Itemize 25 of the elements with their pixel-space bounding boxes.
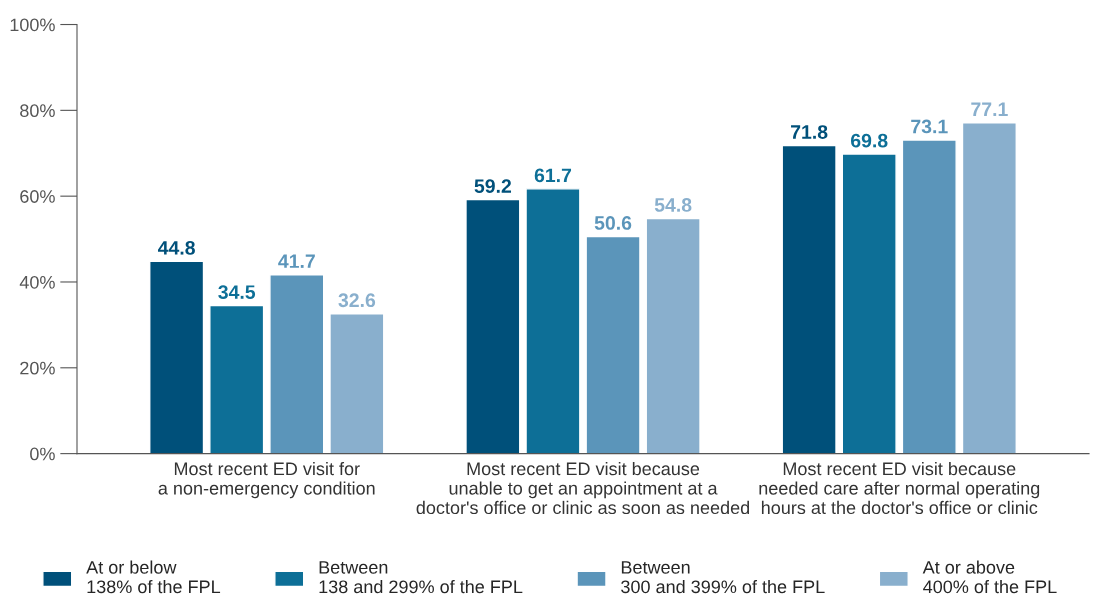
legend-label: At or above 400% of the FPL [922,560,1057,594]
data-label: 54.8 [654,198,692,212]
data-label: 69.8 [851,133,888,148]
data-label: 50.6 [594,216,632,230]
y-tick-label: 0% [30,447,55,461]
y-tick-label: 40% [19,275,55,289]
y-tick-label: 20% [20,361,55,375]
data-label: 59.2 [474,179,512,193]
data-label: 71.8 [791,125,828,139]
y-tick-label: 100% [10,18,55,32]
data-label: 32.6 [338,293,376,308]
data-label: 73.1 [911,119,948,134]
legend-label: Between 300 and 399% of the FPL [621,561,825,594]
x-tick-label: Most recent ED visit because needed care after normal operating hours at the doctor's office or clinic [759,461,1040,515]
x-tick-label: Most recent ED visit for a non-emergency condition [158,461,375,499]
data-label: 34.5 [218,285,256,299]
y-tick-label: 60% [20,190,55,203]
x-tick-label: Most recent ED visit because unable to get an appointment at a doctor's office or clinic as soon as needed [416,461,750,515]
y-tick-label: 80% [20,104,55,118]
legend-label: At or below 138% of the FPL [86,560,221,594]
data-label: 44.8 [157,240,195,255]
data-label: 61.7 [534,168,572,183]
data-label: 41.7 [278,254,315,268]
data-label: 77.1 [971,102,1008,116]
legend-label: Between 138 and 299% of the FPL [319,561,523,594]
